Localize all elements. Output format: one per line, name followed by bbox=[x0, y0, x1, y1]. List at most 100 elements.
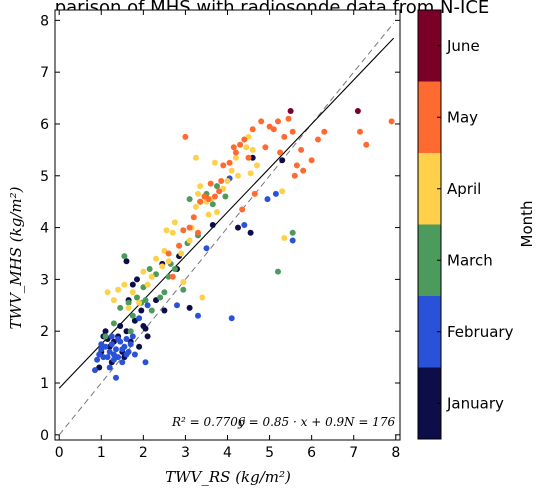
data-point-march bbox=[110, 320, 117, 327]
data-point-may bbox=[291, 172, 298, 179]
plot-area: 0 1 2 3 4 5 6 7 8 0 1 2 3 4 5 6 7 8 R² = 0.7706 y = 0.85… bbox=[40, 9, 401, 461]
y-tick-label: 3 bbox=[40, 272, 49, 288]
data-point-march bbox=[289, 229, 296, 236]
data-point-february bbox=[98, 341, 105, 348]
data-point-february bbox=[113, 346, 119, 353]
data-point-february bbox=[144, 302, 151, 309]
data-point-march bbox=[125, 299, 132, 306]
data-point-may bbox=[211, 193, 218, 200]
colorbar-segment-march bbox=[418, 224, 441, 296]
data-point-february bbox=[113, 374, 119, 381]
data-point-may bbox=[190, 214, 197, 221]
data-point-may bbox=[169, 273, 176, 280]
colorbar-tick-label: May bbox=[447, 108, 478, 126]
data-point-january bbox=[186, 304, 193, 311]
data-point-january bbox=[134, 276, 140, 283]
data-point-may bbox=[207, 180, 214, 187]
data-point-april bbox=[192, 203, 199, 210]
identity-line bbox=[58, 22, 395, 436]
data-point-february bbox=[104, 354, 111, 361]
data-point-january bbox=[123, 258, 130, 265]
colorbar: January February March April May June bbox=[417, 9, 514, 440]
data-point-march bbox=[121, 253, 128, 260]
data-point-march bbox=[171, 266, 178, 272]
data-point-may bbox=[275, 118, 281, 125]
data-point-march bbox=[102, 333, 109, 340]
y-tick-label: 5 bbox=[40, 169, 49, 185]
x-tick-label: 3 bbox=[181, 445, 190, 461]
data-point-may bbox=[218, 178, 225, 184]
y-axis-ticks: 0 1 2 3 4 5 6 7 8 bbox=[40, 13, 400, 444]
data-point-march bbox=[146, 266, 153, 272]
data-point-march bbox=[209, 201, 216, 208]
x-tick-label: 4 bbox=[223, 445, 232, 461]
data-point-february bbox=[136, 315, 143, 322]
data-point-may bbox=[205, 196, 212, 203]
data-point-may bbox=[182, 133, 189, 140]
data-point-april bbox=[205, 211, 212, 218]
data-point-february bbox=[127, 341, 134, 348]
data-point-february bbox=[106, 364, 113, 371]
data-point-april bbox=[224, 178, 231, 184]
colorbar-segment-february bbox=[418, 296, 441, 368]
data-point-april bbox=[186, 237, 193, 244]
x-tick-label: 8 bbox=[391, 445, 400, 461]
data-point-january bbox=[144, 333, 151, 340]
data-point-february bbox=[142, 359, 149, 366]
x-tick-label: 2 bbox=[139, 445, 148, 461]
data-point-april bbox=[169, 229, 176, 236]
data-point-january bbox=[129, 281, 136, 288]
data-point-march bbox=[165, 273, 172, 280]
data-point-february bbox=[195, 312, 201, 319]
data-point-february bbox=[119, 359, 126, 366]
data-point-may bbox=[251, 190, 258, 197]
data-point-march bbox=[148, 307, 155, 314]
data-point-april bbox=[232, 154, 239, 161]
data-point-march bbox=[129, 312, 136, 319]
data-point-april bbox=[136, 299, 143, 306]
data-point-march bbox=[117, 304, 124, 311]
data-point-may bbox=[277, 149, 284, 156]
data-point-april bbox=[153, 255, 159, 262]
y-axis-label: TWV_MHS (kg/m²) bbox=[7, 186, 25, 329]
data-point-march bbox=[127, 328, 134, 335]
r2-annotation: R² = 0.7706 bbox=[171, 415, 246, 429]
x-tick-label: 6 bbox=[307, 445, 316, 461]
data-point-march bbox=[180, 286, 187, 293]
data-point-may bbox=[197, 198, 204, 205]
data-point-may bbox=[270, 126, 277, 133]
data-point-june bbox=[287, 108, 294, 114]
data-point-march bbox=[186, 196, 193, 203]
data-point-january bbox=[247, 229, 254, 236]
data-point-april bbox=[171, 219, 178, 226]
colorbar-tick-label: January bbox=[446, 394, 504, 412]
data-point-february bbox=[121, 343, 128, 350]
data-point-february bbox=[100, 354, 107, 361]
data-point-june bbox=[354, 108, 361, 114]
data-point-may bbox=[388, 118, 395, 125]
y-tick-label: 0 bbox=[40, 428, 49, 444]
data-point-february bbox=[203, 245, 210, 252]
data-point-may bbox=[321, 128, 328, 135]
data-point-march bbox=[157, 294, 164, 301]
data-point-february bbox=[115, 336, 122, 342]
data-point-april bbox=[228, 167, 235, 174]
data-point-january bbox=[235, 224, 241, 231]
data-point-february bbox=[125, 348, 132, 355]
colorbar-tick-label: March bbox=[447, 251, 493, 269]
data-point-may bbox=[281, 133, 288, 140]
fit-equation-annotation: y = 0.85 · x + 0.9 bbox=[237, 415, 345, 429]
data-point-april bbox=[178, 250, 185, 257]
data-point-may bbox=[298, 146, 305, 153]
data-point-february bbox=[94, 356, 101, 363]
data-point-april bbox=[192, 154, 199, 161]
data-point-may bbox=[300, 167, 307, 174]
data-point-january bbox=[249, 154, 256, 161]
data-point-april bbox=[121, 281, 128, 288]
data-point-may bbox=[230, 144, 237, 151]
data-point-may bbox=[315, 136, 321, 143]
x-tick-label: 1 bbox=[97, 445, 106, 461]
data-point-may bbox=[186, 224, 193, 231]
